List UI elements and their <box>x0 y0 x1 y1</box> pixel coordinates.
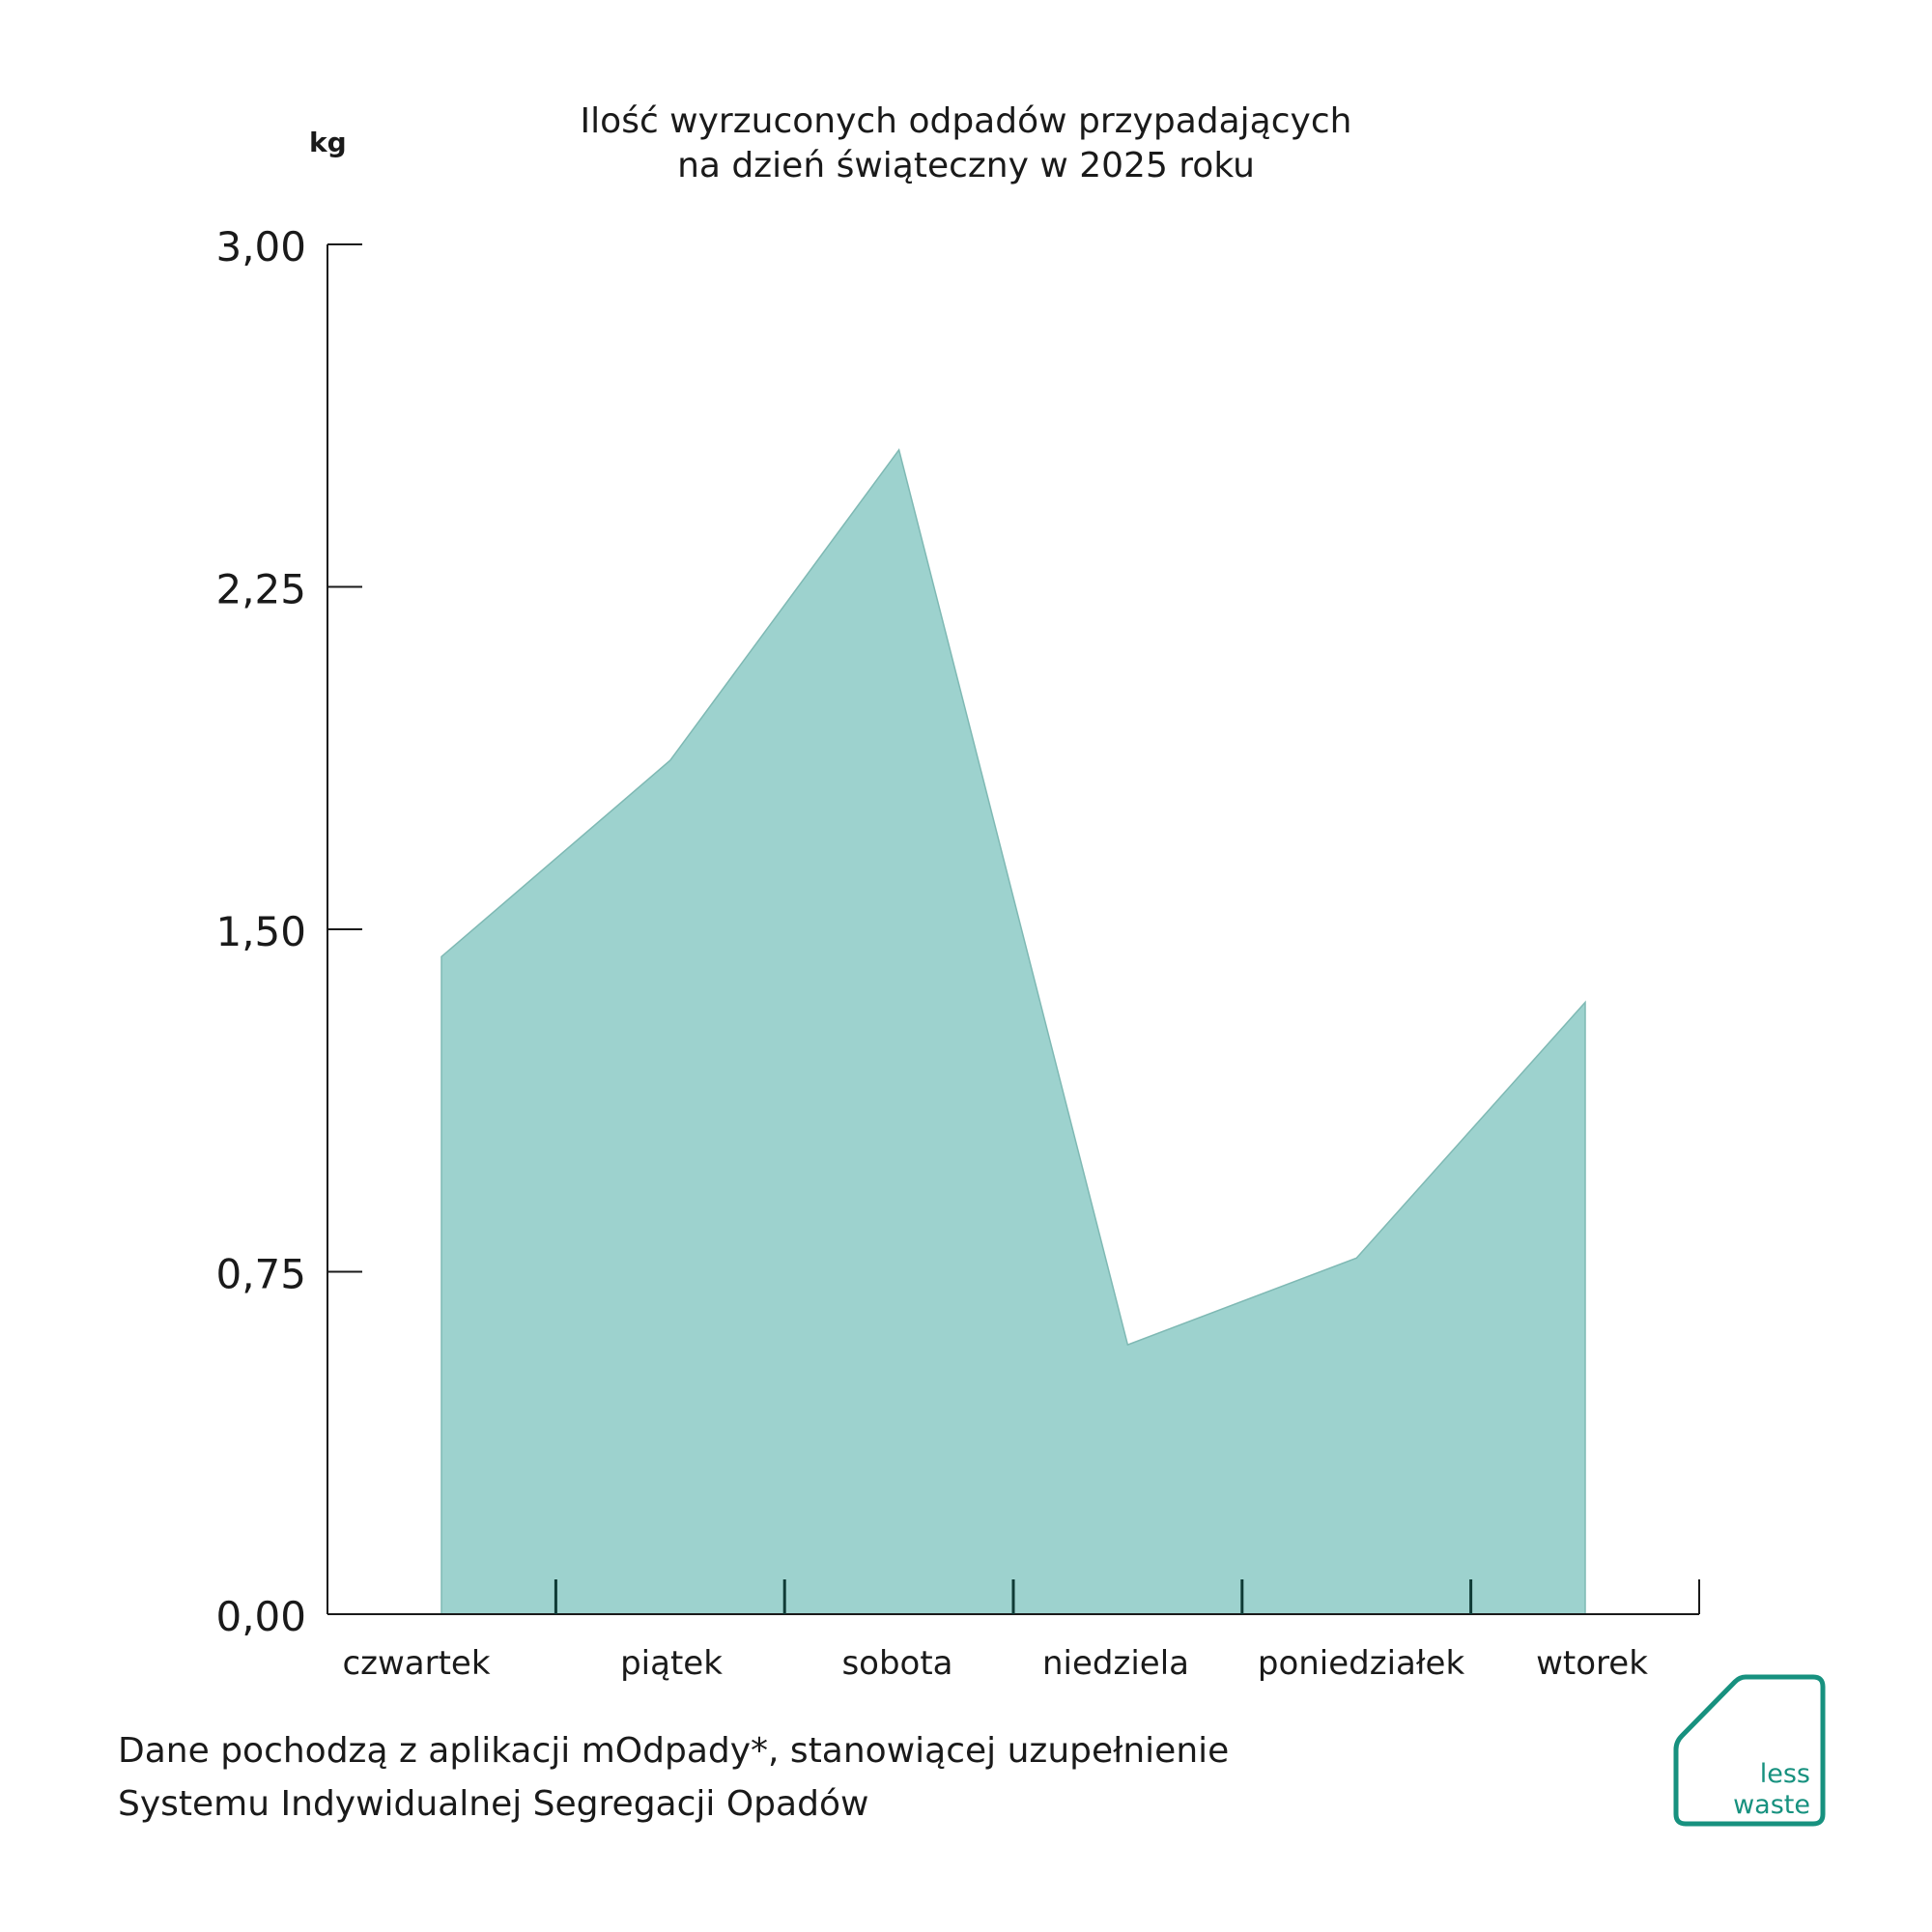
x-tick-label-2: piątek <box>620 1644 723 1683</box>
y-tick-label: 1,50 <box>215 908 306 955</box>
logo-text-less: less <box>1759 1759 1810 1789</box>
chart-title: Ilość wyrzuconych odpadów przypadających… <box>581 101 1352 185</box>
logo-text-waste: waste <box>1733 1790 1810 1820</box>
x-tick-label-5: poniedziałek <box>1258 1644 1465 1683</box>
y-tick-label: 2,25 <box>215 566 306 613</box>
area-fill <box>440 447 1586 1615</box>
less-waste-logo: less waste <box>1673 1674 1826 1827</box>
y-axis-unit-label: kg <box>309 127 347 158</box>
logo-frame-icon <box>1673 1674 1826 1827</box>
x-tick-label-3: sobota <box>841 1644 952 1683</box>
area-series <box>440 447 1586 1615</box>
x-tick-label-6: wtorek <box>1536 1644 1648 1683</box>
x-axis-ticks: czwartek piątek sobota niedziela poniedziałe… <box>342 1579 1648 1683</box>
y-tick-label: 0,75 <box>215 1251 306 1298</box>
x-tick-label-1: czwartek <box>342 1644 490 1683</box>
chart-title-line-1: Ilość wyrzuconych odpadów przypadających <box>581 101 1352 141</box>
y-tick-label: 0,00 <box>215 1593 306 1640</box>
footnote-line-1: Dane pochodzą z aplikacji mOdpady*, stan… <box>118 1731 1230 1771</box>
y-tick-label: 3,00 <box>215 223 306 270</box>
chart-title-line-2: na dzień świąteczny w 2025 roku <box>677 146 1255 185</box>
x-tick-label-4: niedziela <box>1042 1644 1189 1683</box>
y-axis-ticks: 0,00 0,75 1,50 2,25 3,00 <box>215 223 362 1640</box>
footnote-line-2: Systemu Indywidualnej Segregacji Opadów <box>118 1784 869 1824</box>
